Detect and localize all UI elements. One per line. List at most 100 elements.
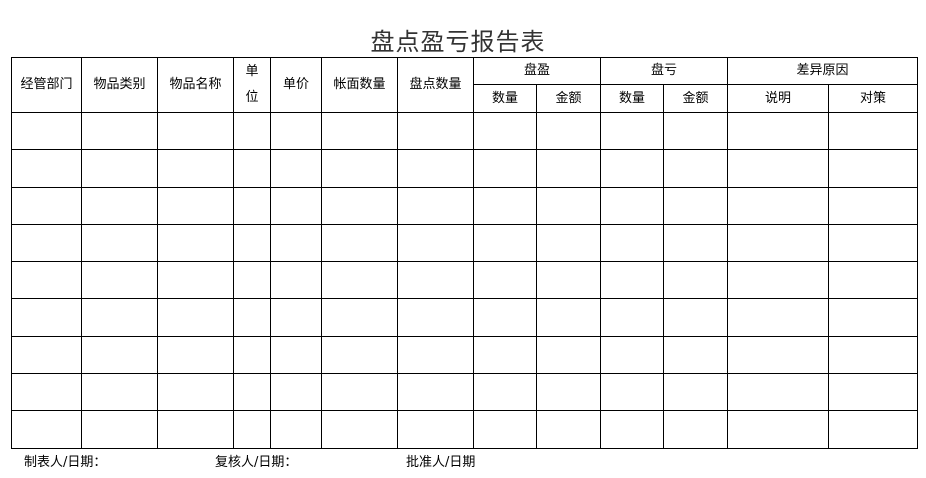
table-cell[interactable] bbox=[321, 410, 398, 449]
table-cell[interactable] bbox=[397, 149, 474, 188]
table-cell[interactable] bbox=[81, 186, 158, 225]
table-cell[interactable] bbox=[397, 298, 474, 337]
table-cell[interactable] bbox=[473, 335, 537, 375]
table-cell[interactable] bbox=[233, 186, 271, 225]
table-cell[interactable] bbox=[81, 223, 158, 263]
table-cell[interactable] bbox=[233, 111, 271, 151]
table-cell[interactable] bbox=[600, 410, 665, 449]
table-cell[interactable] bbox=[11, 186, 82, 225]
table-cell[interactable] bbox=[473, 186, 537, 225]
table-cell[interactable] bbox=[321, 186, 398, 225]
table-cell[interactable] bbox=[233, 149, 271, 188]
table-cell[interactable] bbox=[600, 261, 665, 300]
table-cell[interactable] bbox=[535, 298, 602, 337]
table-cell[interactable] bbox=[727, 186, 830, 225]
table-cell[interactable] bbox=[270, 111, 322, 151]
table-cell[interactable] bbox=[157, 149, 234, 188]
table-cell[interactable] bbox=[233, 335, 271, 375]
table-cell[interactable] bbox=[11, 149, 82, 188]
table-cell[interactable] bbox=[233, 223, 271, 263]
table-cell[interactable] bbox=[321, 149, 398, 188]
table-cell[interactable] bbox=[727, 298, 830, 337]
table-cell[interactable] bbox=[473, 410, 537, 449]
table-cell[interactable] bbox=[321, 373, 398, 412]
table-cell[interactable] bbox=[321, 298, 398, 337]
table-cell[interactable] bbox=[663, 111, 729, 151]
table-cell[interactable] bbox=[270, 149, 322, 188]
table-cell[interactable] bbox=[270, 186, 322, 225]
table-cell[interactable] bbox=[828, 111, 919, 151]
table-cell[interactable] bbox=[600, 111, 665, 151]
table-cell[interactable] bbox=[270, 298, 322, 337]
table-cell[interactable] bbox=[397, 410, 474, 449]
table-cell[interactable] bbox=[157, 223, 234, 263]
table-cell[interactable] bbox=[663, 410, 729, 449]
table-cell[interactable] bbox=[663, 261, 729, 300]
table-cell[interactable] bbox=[473, 373, 537, 412]
table-cell[interactable] bbox=[321, 111, 398, 151]
table-cell[interactable] bbox=[157, 335, 234, 375]
table-cell[interactable] bbox=[663, 298, 729, 337]
table-cell[interactable] bbox=[663, 223, 729, 263]
table-cell[interactable] bbox=[157, 111, 234, 151]
table-cell[interactable] bbox=[727, 410, 830, 449]
table-cell[interactable] bbox=[828, 223, 919, 263]
table-cell[interactable] bbox=[157, 298, 234, 337]
table-cell[interactable] bbox=[233, 373, 271, 412]
table-cell[interactable] bbox=[11, 410, 82, 449]
table-cell[interactable] bbox=[663, 373, 729, 412]
table-cell[interactable] bbox=[397, 111, 474, 151]
table-cell[interactable] bbox=[81, 261, 158, 300]
table-cell[interactable] bbox=[727, 261, 830, 300]
table-cell[interactable] bbox=[233, 410, 271, 449]
table-cell[interactable] bbox=[473, 261, 537, 300]
table-cell[interactable] bbox=[600, 149, 665, 188]
table-cell[interactable] bbox=[81, 149, 158, 188]
table-cell[interactable] bbox=[81, 410, 158, 449]
table-cell[interactable] bbox=[535, 373, 602, 412]
table-cell[interactable] bbox=[663, 149, 729, 188]
table-cell[interactable] bbox=[727, 111, 830, 151]
table-cell[interactable] bbox=[600, 335, 665, 375]
table-cell[interactable] bbox=[473, 223, 537, 263]
table-cell[interactable] bbox=[11, 223, 82, 263]
table-cell[interactable] bbox=[270, 410, 322, 449]
table-cell[interactable] bbox=[828, 149, 919, 188]
table-cell[interactable] bbox=[663, 186, 729, 225]
table-cell[interactable] bbox=[397, 223, 474, 263]
table-cell[interactable] bbox=[11, 335, 82, 375]
table-cell[interactable] bbox=[397, 261, 474, 300]
table-cell[interactable] bbox=[473, 111, 537, 151]
table-cell[interactable] bbox=[473, 149, 537, 188]
table-cell[interactable] bbox=[81, 111, 158, 151]
table-cell[interactable] bbox=[535, 149, 602, 188]
table-cell[interactable] bbox=[727, 373, 830, 412]
table-cell[interactable] bbox=[157, 373, 234, 412]
table-cell[interactable] bbox=[535, 335, 602, 375]
table-cell[interactable] bbox=[828, 410, 919, 449]
table-cell[interactable] bbox=[535, 111, 602, 151]
table-cell[interactable] bbox=[535, 410, 602, 449]
table-cell[interactable] bbox=[157, 410, 234, 449]
table-cell[interactable] bbox=[600, 186, 665, 225]
table-cell[interactable] bbox=[600, 298, 665, 337]
table-cell[interactable] bbox=[397, 373, 474, 412]
table-cell[interactable] bbox=[11, 261, 82, 300]
table-cell[interactable] bbox=[81, 335, 158, 375]
table-cell[interactable] bbox=[270, 335, 322, 375]
table-cell[interactable] bbox=[321, 223, 398, 263]
table-cell[interactable] bbox=[397, 186, 474, 225]
table-cell[interactable] bbox=[535, 261, 602, 300]
table-cell[interactable] bbox=[828, 373, 919, 412]
table-cell[interactable] bbox=[270, 261, 322, 300]
table-cell[interactable] bbox=[11, 373, 82, 412]
table-cell[interactable] bbox=[397, 335, 474, 375]
table-cell[interactable] bbox=[727, 223, 830, 263]
table-cell[interactable] bbox=[600, 223, 665, 263]
table-cell[interactable] bbox=[535, 223, 602, 263]
table-cell[interactable] bbox=[81, 373, 158, 412]
table-cell[interactable] bbox=[157, 261, 234, 300]
table-cell[interactable] bbox=[828, 335, 919, 375]
table-cell[interactable] bbox=[270, 223, 322, 263]
table-cell[interactable] bbox=[11, 298, 82, 337]
